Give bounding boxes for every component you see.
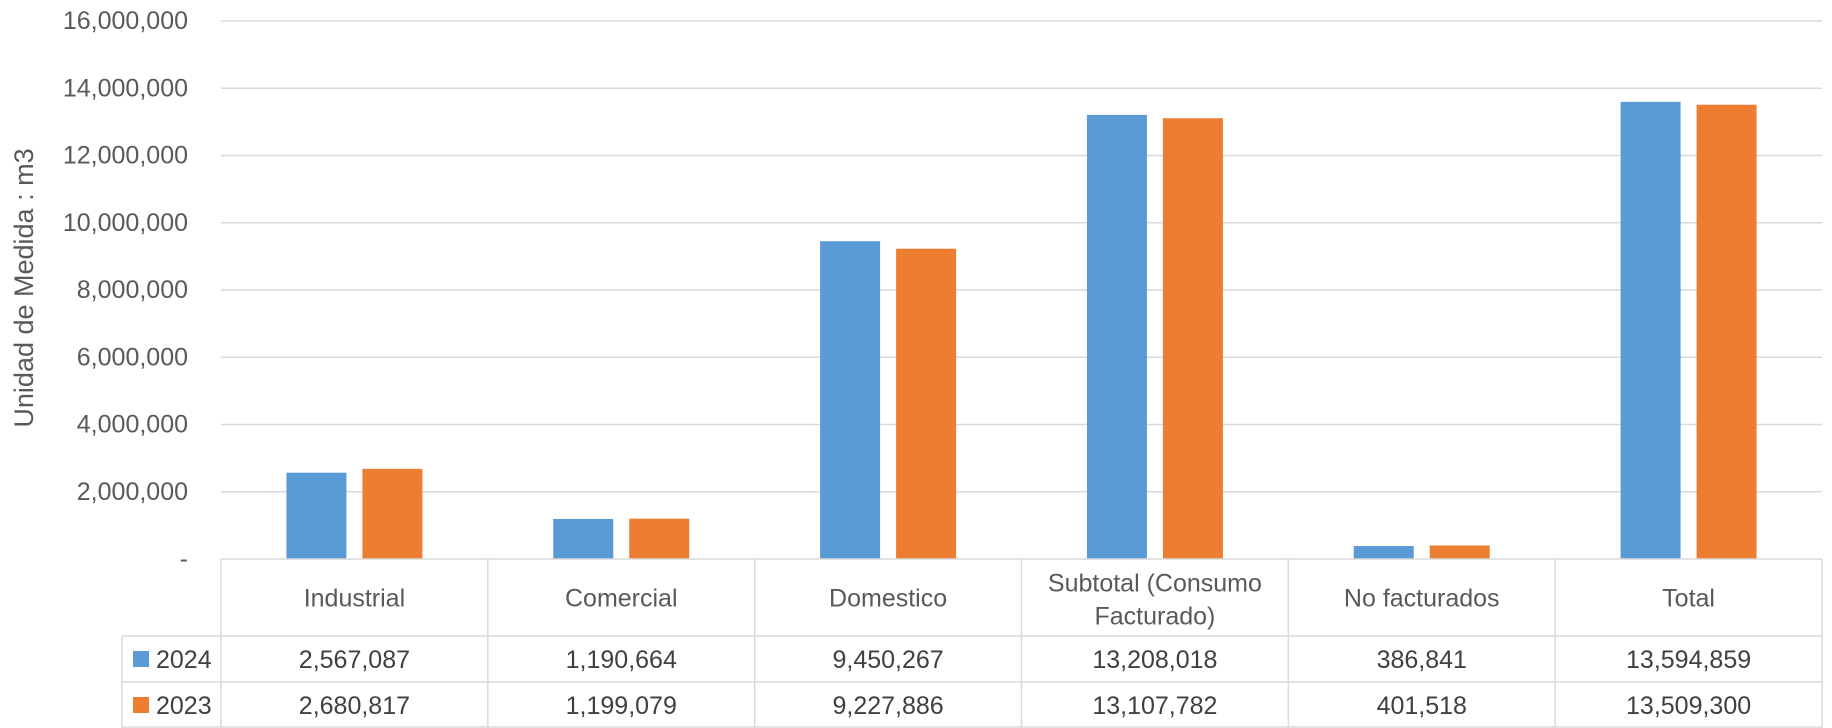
table-cell-value: 2,567,087: [299, 646, 410, 674]
table-cell-value: 9,227,886: [832, 692, 943, 720]
y-tick-label: 10,000,000: [63, 209, 188, 237]
bar-2024-1: [553, 519, 613, 559]
category-label: Subtotal (Consumo: [1048, 570, 1262, 598]
table-cell-value: 1,190,664: [566, 646, 677, 674]
bar-2023-0: [362, 469, 422, 559]
y-tick-label: 2,000,000: [77, 478, 188, 506]
y-tick-label: 16,000,000: [63, 7, 188, 35]
category-label: Domestico: [829, 585, 947, 613]
bar-2023-2: [896, 249, 956, 559]
bar-2023-5: [1697, 105, 1757, 559]
table-cell-value: 9,450,267: [832, 646, 943, 674]
bars: [286, 102, 1756, 559]
category-label: Comercial: [565, 585, 678, 613]
category-label: Total: [1662, 585, 1715, 613]
data-table: Industrial Comercial Domestico Subtotal (Co…: [122, 559, 1822, 728]
category-label: Facturado): [1094, 603, 1215, 631]
y-tick-label: -: [180, 545, 188, 573]
gridlines: [221, 21, 1822, 492]
legend-swatch-2024: [133, 651, 149, 667]
y-tick-label: 6,000,000: [77, 343, 188, 371]
table-cell-value: 401,518: [1377, 692, 1467, 720]
y-tick-label: 12,000,000: [63, 142, 188, 170]
y-tick-label: 4,000,000: [77, 411, 188, 439]
bar-2024-2: [820, 241, 880, 559]
legend-label: 2023: [156, 692, 212, 720]
table-cell-value: 1,199,079: [566, 692, 677, 720]
table-cell-value: 13,107,782: [1092, 692, 1217, 720]
table-cell-value: 13,208,018: [1092, 646, 1217, 674]
bar-2024-5: [1621, 102, 1681, 559]
bar-2023-3: [1163, 118, 1223, 559]
bar-2024-3: [1087, 115, 1147, 559]
table-cell-value: 13,594,859: [1626, 646, 1751, 674]
table-cell-value: 2,680,817: [299, 692, 410, 720]
bar-2023-1: [629, 519, 689, 559]
y-tick-label: 14,000,000: [63, 74, 188, 102]
table-cell-value: 13,509,300: [1626, 692, 1751, 720]
bar-2024-0: [286, 473, 346, 559]
bar-2023-4: [1430, 545, 1490, 559]
legend-label: 2024: [156, 646, 212, 674]
y-axis-label: Unidad de Medida : m3: [9, 148, 39, 427]
y-tick-label: 8,000,000: [77, 276, 188, 304]
table-cell-value: 386,841: [1377, 646, 1467, 674]
y-axis-ticks: - 2,000,000 4,000,000 6,000,000 8,000,000 10,…: [63, 7, 188, 573]
category-label: Industrial: [304, 585, 405, 613]
legend-swatch-2023: [133, 697, 149, 713]
category-label: No facturados: [1344, 585, 1500, 613]
bar-2024-4: [1354, 546, 1414, 559]
